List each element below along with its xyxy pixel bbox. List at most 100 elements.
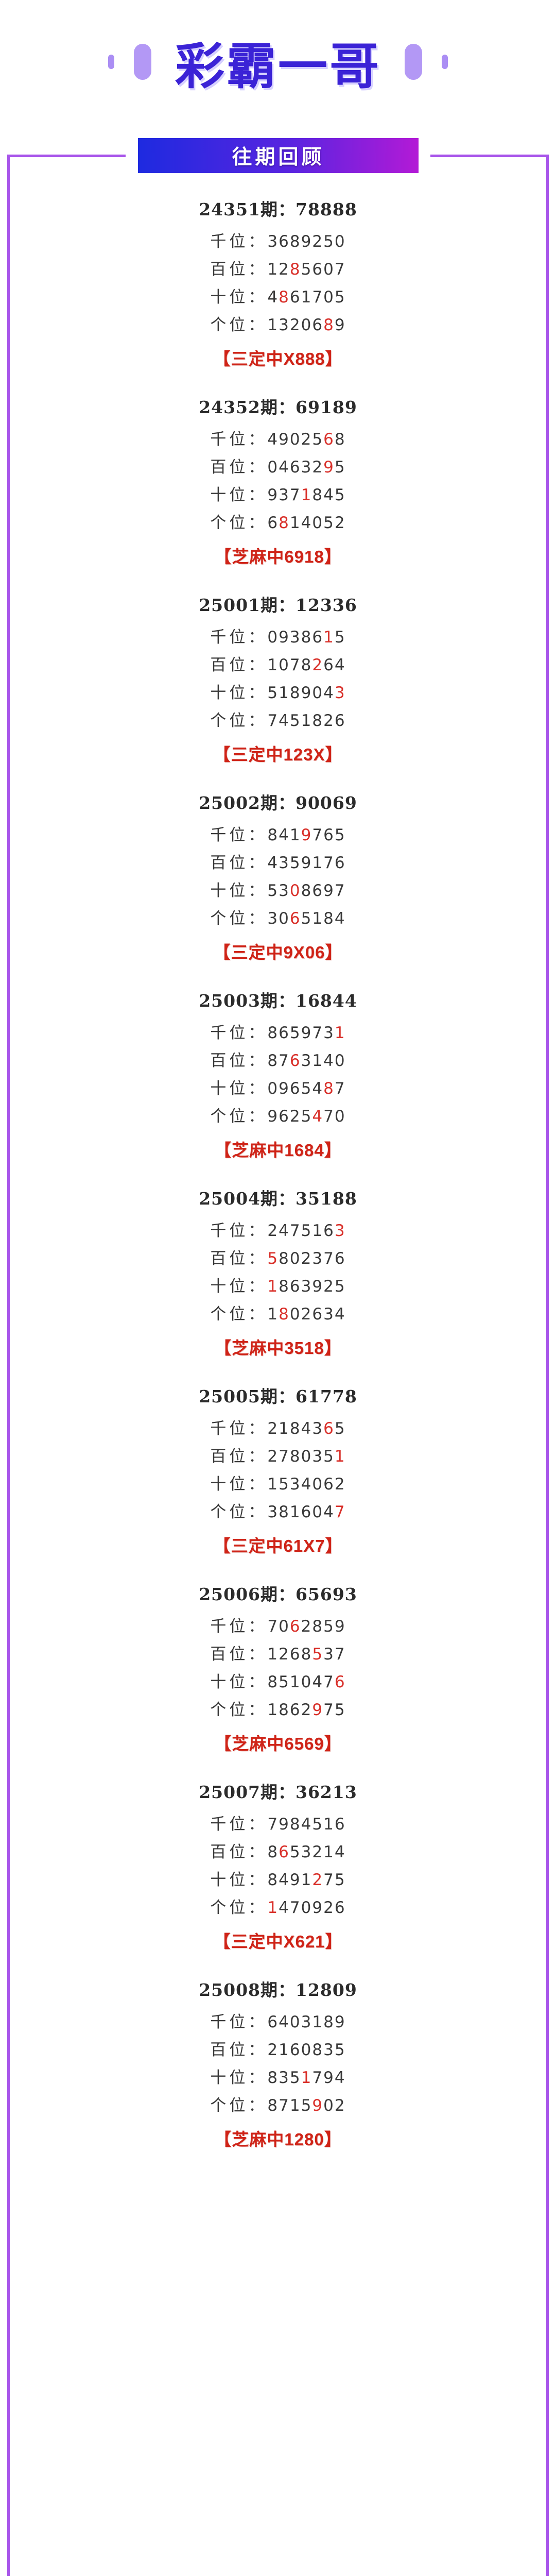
digit: 3 — [289, 628, 301, 647]
digit: 7 — [323, 1107, 335, 1126]
draw-row-bai: 百位：1078264 — [41, 657, 515, 673]
page-title: 彩霸一哥 — [175, 37, 381, 95]
hit-digit: 9 — [323, 458, 335, 477]
draw-row-bai: 百位：4359176 — [41, 855, 515, 871]
hit-digit: 2 — [312, 656, 324, 674]
draw-period-heading: 25004期：35188 — [199, 1189, 357, 1209]
digit: 4 — [267, 854, 279, 872]
digit: 6 — [289, 458, 301, 477]
draw-row-digits: 1470926 — [267, 1899, 345, 1917]
draw-row-digits: 1320689 — [267, 316, 345, 334]
digit: 6 — [334, 1815, 346, 1834]
draw-result-badge: 【三定中9X06】 — [213, 943, 343, 962]
digit: 9 — [289, 1871, 301, 1889]
hit-digit: 2 — [312, 1871, 324, 1889]
draw-row-digits: 2475163 — [267, 1222, 345, 1240]
draw-result-badge: 【芝麻中6918】 — [214, 547, 342, 566]
digit: 3 — [301, 2013, 312, 2031]
digit: 5 — [323, 514, 335, 532]
draw-row-digits: 1863925 — [267, 1277, 345, 1296]
draw-row-label: 十位： — [210, 1079, 268, 1098]
draw-row-label: 个位： — [210, 1305, 268, 1324]
draw-row-digits: 3689250 — [267, 232, 345, 251]
draw-block: 24352期：69189 千位：4902568 百位：0463295 十位：93718… — [41, 394, 515, 568]
digit: 6 — [312, 882, 324, 900]
digit: 0 — [289, 1249, 301, 1268]
digit: 3 — [323, 1645, 335, 1664]
digit: 2 — [312, 458, 324, 477]
digit: 6 — [334, 854, 346, 872]
digit: 4 — [267, 288, 279, 307]
digit: 7 — [267, 711, 279, 730]
digit: 1 — [267, 260, 279, 279]
digit: 7 — [323, 1673, 335, 1691]
draw-period-heading: 25002期：90069 — [199, 793, 357, 813]
draw-row-label: 十位： — [210, 486, 268, 504]
digit: 3 — [312, 1249, 324, 1268]
digit: 1 — [289, 2096, 301, 2115]
draw-row-label: 千位： — [210, 2013, 268, 2031]
hit-digit: 1 — [267, 1899, 279, 1917]
draw-row-digits: 6403189 — [267, 2013, 345, 2031]
draw-row-digits: 4359176 — [267, 854, 345, 872]
digit: 1 — [289, 1673, 301, 1691]
draw-row-ge: 个位：8715902 — [41, 2098, 515, 2114]
digit: 0 — [323, 288, 335, 307]
draw-row-shi: 十位：8491275 — [41, 1872, 515, 1888]
digit: 2 — [312, 232, 324, 251]
digit: 2 — [301, 1305, 312, 1324]
digit: 1 — [279, 1419, 290, 1438]
digit: 5 — [289, 1843, 301, 1861]
digit: 7 — [289, 1899, 301, 1917]
digit: 1 — [267, 1645, 279, 1664]
digit: 0 — [312, 514, 324, 532]
digit: 6 — [279, 1024, 290, 1042]
digit: 0 — [323, 260, 335, 279]
digit: 4 — [334, 909, 346, 928]
draw-row-label: 十位： — [210, 882, 268, 900]
digit: 4 — [279, 1899, 290, 1917]
draw-row-shi: 十位：8351794 — [41, 2070, 515, 2086]
draw-row-digits: 8659731 — [267, 1024, 345, 1042]
digit: 4 — [279, 1222, 290, 1240]
hit-digit: 9 — [312, 1701, 324, 1719]
hit-digit: 8 — [289, 260, 301, 279]
decor-dot-small-left — [108, 55, 114, 69]
digit: 1 — [289, 1503, 301, 1521]
draw-row-label: 十位： — [210, 1673, 268, 1691]
digit: 5 — [334, 1701, 346, 1719]
hit-digit: 9 — [312, 2096, 324, 2115]
digit: 7 — [267, 1617, 279, 1636]
digit: 6 — [289, 1701, 301, 1719]
draw-row-label: 千位： — [210, 1617, 268, 1636]
digit: 6 — [334, 1249, 346, 1268]
digit: 0 — [334, 1052, 346, 1070]
digit: 3 — [301, 1277, 312, 1296]
digit: 2 — [323, 1899, 335, 1917]
digit: 6 — [289, 2041, 301, 2059]
hit-digit: 1 — [334, 1024, 346, 1042]
draw-row-qian: 千位：7062859 — [41, 1619, 515, 1635]
digit: 5 — [334, 288, 346, 307]
digit: 0 — [334, 232, 346, 251]
digit: 1 — [267, 1475, 279, 1494]
digit: 1 — [267, 1305, 279, 1324]
draw-row-label: 十位： — [210, 1871, 268, 1889]
digit: 5 — [334, 826, 346, 844]
draw-row-ge: 个位：6814052 — [41, 515, 515, 531]
draw-block: 25001期：12336 千位：0938615 百位：1078264 十位：51890… — [41, 591, 515, 766]
draw-row-label: 个位： — [210, 2096, 268, 2115]
draw-row-ge: 个位：1862975 — [41, 1702, 515, 1718]
hit-digit: 6 — [323, 1419, 335, 1438]
digit: 3 — [301, 458, 312, 477]
digit: 4 — [323, 1052, 335, 1070]
draw-period-heading: 25001期：12336 — [199, 595, 357, 615]
digit: 8 — [323, 909, 335, 928]
frame-border-left — [7, 155, 10, 2576]
hit-digit: 1 — [301, 2069, 312, 2087]
digit: 6 — [267, 2013, 279, 2031]
section-banner-review: 往期回顾 — [138, 138, 419, 173]
draw-row-label: 百位： — [210, 1645, 268, 1664]
draw-row-label: 十位： — [210, 288, 268, 307]
digit: 5 — [323, 232, 335, 251]
